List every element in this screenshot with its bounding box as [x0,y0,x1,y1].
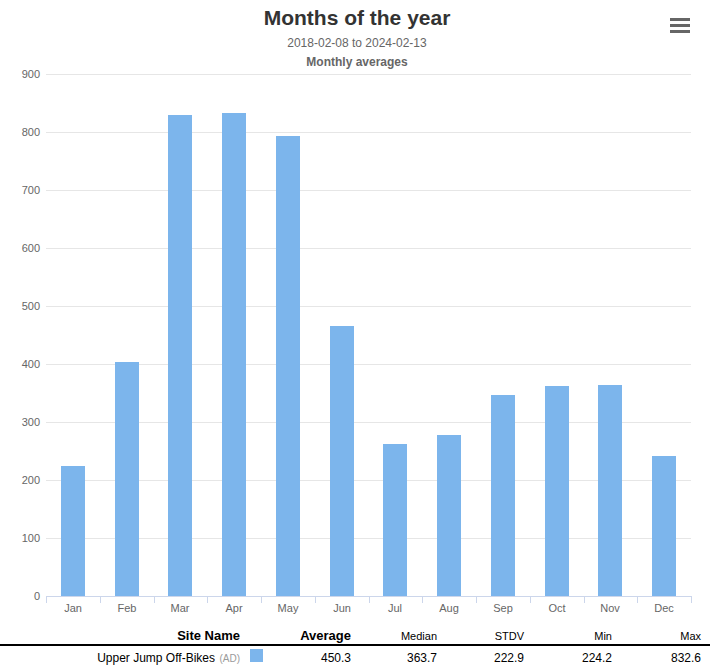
chart-subtitle-averages: Monthly averages [0,55,714,69]
hamburger-icon [670,30,690,33]
x-axis-tick [46,597,47,603]
col-header-min: Min [524,630,612,642]
x-axis-label-oct: Oct [530,602,584,614]
bar-jun[interactable] [330,326,354,596]
site-suffix: (AD) [219,653,240,664]
bar-oct[interactable] [545,386,569,596]
max-value: 832.6 [612,651,701,665]
x-axis-label-jun: Jun [315,602,369,614]
x-axis-label-aug: Aug [422,602,476,614]
site-name: Upper Jump Off-Bikes [97,651,215,665]
chart-area: Months of the year 2018-02-08 to 2024-02… [0,0,714,628]
x-axis-tick [261,597,262,603]
x-axis-tick [530,597,531,603]
bar-jul[interactable] [383,444,407,596]
y-axis-label: 800 [0,126,40,138]
bar-may[interactable] [276,136,300,596]
col-header-median: Median [351,630,437,642]
stdv-value: 222.9 [437,651,524,665]
bar-aug[interactable] [437,435,461,596]
hamburger-icon [670,18,690,21]
gridline [46,364,691,365]
x-axis-label-mar: Mar [153,602,207,614]
bar-sep[interactable] [491,395,515,596]
bar-jan[interactable] [61,466,85,596]
summary-table: Site Name Average Median STDV Min Max Up… [0,628,714,666]
x-axis-tick [315,597,316,603]
legend-swatch-cell [240,649,270,662]
x-axis-tick [369,597,370,603]
median-value: 363.7 [351,651,437,665]
chart-context-menu-button[interactable] [666,13,694,37]
x-axis-tick [691,597,692,603]
gridline [46,480,691,481]
y-axis-label: 200 [0,474,40,486]
x-axis-label-jul: Jul [368,602,422,614]
bar-mar[interactable] [168,115,192,596]
min-value: 224.2 [524,651,612,665]
x-axis-tick [637,597,638,603]
chart-subtitle-daterange: 2018-02-08 to 2024-02-13 [0,36,714,50]
hamburger-icon [670,24,690,27]
y-axis-label: 600 [0,242,40,254]
gridline [46,132,691,133]
gridline [46,190,691,191]
x-axis-tick [100,597,101,603]
summary-table-header-row: Site Name Average Median STDV Min Max [0,628,710,646]
col-header-max: Max [612,630,701,642]
x-axis-label-may: May [261,602,315,614]
col-header-site-name: Site Name [4,628,240,643]
x-axis-label-nov: Nov [583,602,637,614]
bar-nov[interactable] [598,385,622,596]
col-header-stdv: STDV [437,630,524,642]
x-axis-tick [584,597,585,603]
site-name-cell: Upper Jump Off-Bikes (AD) [4,648,240,666]
gridline [46,306,691,307]
x-axis-tick [207,597,208,603]
gridline [46,422,691,423]
x-axis-tick [154,597,155,603]
x-axis-label-sep: Sep [476,602,530,614]
gridline [46,248,691,249]
y-axis-label: 400 [0,358,40,370]
x-axis-tick [422,597,423,603]
x-axis-tick [476,597,477,603]
bar-dec[interactable] [652,456,676,596]
y-axis-label: 100 [0,532,40,544]
series-legend-swatch [250,649,263,662]
gridline [46,74,691,75]
table-row: Upper Jump Off-Bikes (AD) 450.3 363.7 22… [0,646,710,666]
y-axis-label: 700 [0,184,40,196]
col-header-average: Average [270,628,351,643]
bar-apr[interactable] [222,113,246,596]
chart-title: Months of the year [0,6,714,30]
y-axis-label: 300 [0,416,40,428]
x-axis-label-dec: Dec [637,602,691,614]
bar-feb[interactable] [115,362,139,596]
y-axis-label: 500 [0,300,40,312]
gridline [46,538,691,539]
x-axis-label-feb: Feb [100,602,154,614]
average-value: 450.3 [270,651,351,665]
x-axis-label-apr: Apr [207,602,261,614]
y-axis-label: 0 [0,590,40,602]
y-axis-label: 900 [0,68,40,80]
x-axis-label-jan: Jan [46,602,100,614]
